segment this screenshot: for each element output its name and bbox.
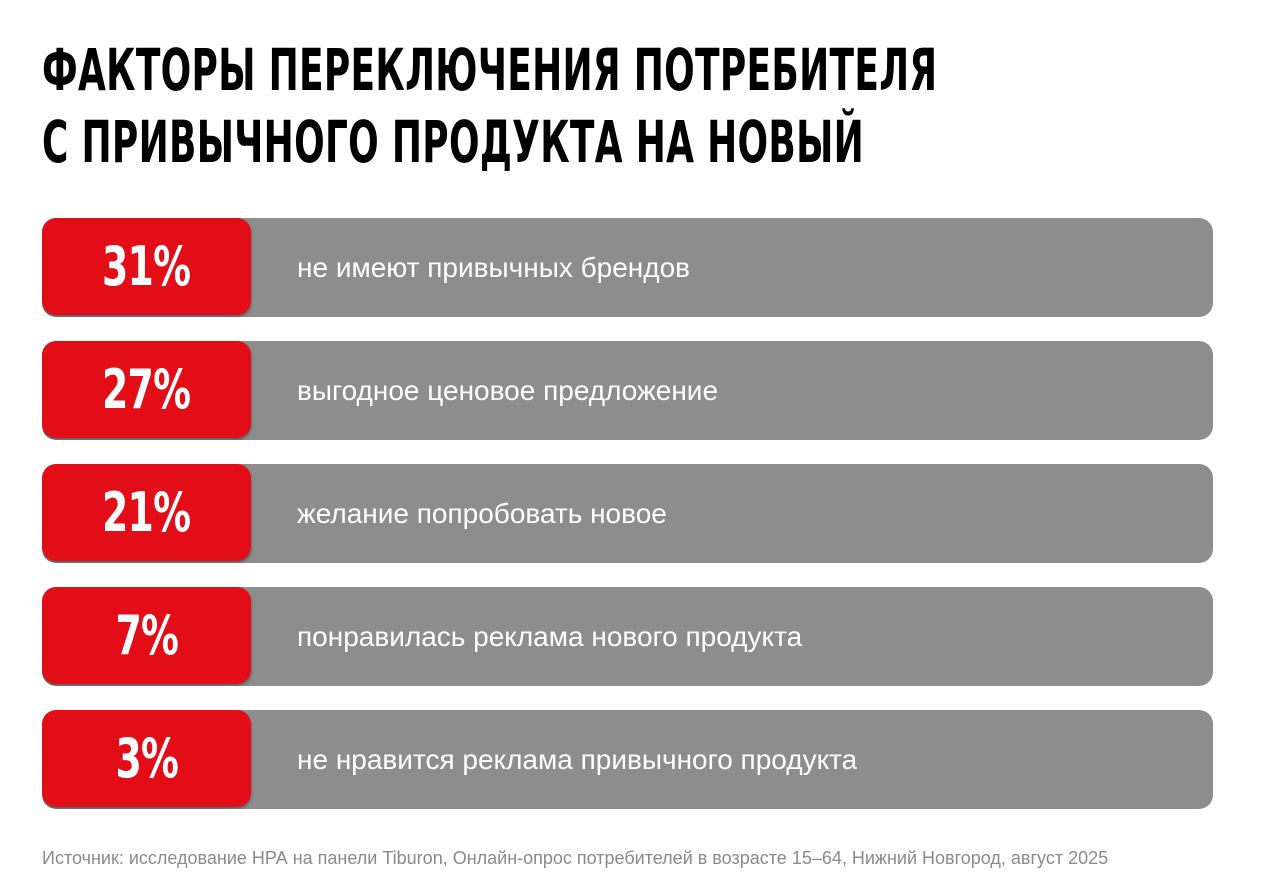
percent-badge: 31% (42, 218, 251, 315)
percent-value: 7% (115, 604, 178, 667)
factor-label: не имеют привычных брендов (297, 252, 691, 283)
percent-value: 27% (102, 358, 191, 421)
percent-badge: 21% (42, 464, 251, 561)
percent-badge: 27% (42, 341, 251, 438)
factor-bars: 31% не имеют привычных брендов 27% выгодное… (42, 218, 1213, 833)
factor-row: 7% понравилась реклама нового продукта (42, 587, 1213, 686)
chart-title-line-1: ФАКТОРЫ ПЕРЕКЛЮЧЕНИЯ ПОТРЕБИТЕЛЯ (42, 36, 938, 104)
chart-title-line-2: С ПРИВЫЧНОГО ПРОДУКТА НА НОВЫЙ (42, 108, 865, 176)
factor-row: 27% выгодное ценовое предложение (42, 341, 1213, 440)
percent-value: 3% (115, 727, 178, 790)
factor-label: не нравится реклама привычного продукта (297, 744, 858, 775)
factor-row: 21% желание попробовать новое (42, 464, 1213, 563)
factor-label: понравилась реклама нового продукта (297, 621, 803, 652)
factor-label: выгодное ценовое предложение (297, 375, 719, 406)
factor-row: 3% не нравится реклама привычного продукт… (42, 710, 1213, 809)
percent-badge: 7% (42, 587, 251, 684)
percent-value: 31% (102, 235, 191, 298)
factor-label: желание попробовать новое (297, 498, 667, 529)
percent-value: 21% (102, 481, 191, 544)
chart-title: ФАКТОРЫ ПЕРЕКЛЮЧЕНИЯ ПОТРЕБИТЕЛЯ С ПРИВЫ… (42, 34, 938, 178)
factor-row: 31% не имеют привычных брендов (42, 218, 1213, 317)
source-note: Источник: исследование НРА на панели Tib… (42, 848, 1109, 868)
percent-badge: 3% (42, 710, 251, 807)
